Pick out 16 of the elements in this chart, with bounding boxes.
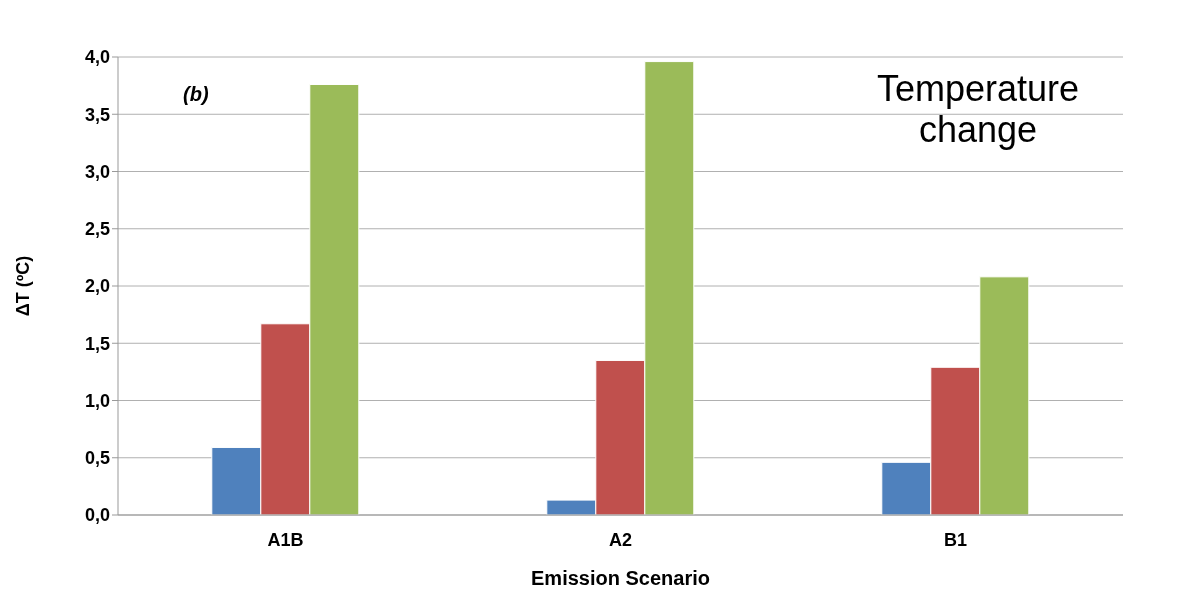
y-tick-label: 2,0 [84,276,110,297]
y-tick-label: 0,5 [84,448,110,469]
annotation: (b) [183,83,209,106]
y-tick-label: 1,5 [84,333,110,354]
y-axis-title: ΔT (ºC) [13,255,34,317]
y-tick-label: 3,5 [84,104,110,125]
x-axis-title: Emission Scenario [531,567,710,589]
y-tick-label: 1,0 [84,390,110,411]
x-tick-label: A1B [267,529,304,550]
y-tick-label: 2,5 [84,219,110,240]
annotation: Temperature change [875,68,1081,151]
y-tick-label: 3,0 [84,161,110,182]
y-tick-label: 4,0 [84,47,110,68]
x-tick-label: A2 [608,529,633,550]
x-tick-label: B1 [943,529,968,550]
y-tick-label: 0,0 [84,505,110,526]
